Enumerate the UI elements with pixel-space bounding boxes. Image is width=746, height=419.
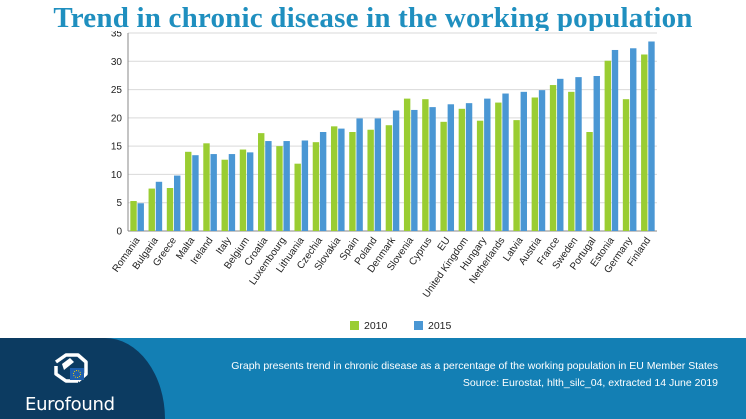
bar-2015-united-kingdom [465,103,473,231]
bar-2010-romania [130,201,137,231]
eurofound-logo-icon [54,353,88,383]
bar-2010-greece [166,188,174,231]
bar-2015-finland [648,41,655,231]
bar-2010-hungary [476,120,484,231]
y-tick-label: 30 [111,57,123,68]
bar-2010-austria [531,97,539,232]
bar-2015-slovenia [411,109,418,231]
bar-2015-malta [192,155,199,231]
bar-2015-sweden [575,77,582,231]
legend-label-2015: 2015 [428,320,452,332]
bar-2015-romania [137,203,144,231]
bar-2010-united-kingdom [458,108,466,231]
legend-swatch-2015 [414,321,423,330]
bar-2010-sweden [568,91,575,231]
y-tick-label: 5 [116,198,122,209]
bar-2010-cyprus [422,99,429,231]
bar-2015-belgium [246,152,254,231]
y-tick-label: 20 [111,113,123,124]
bar-2015-cyprus [429,107,436,231]
bar-2015-lithuania [301,140,309,231]
bar-2015-portugal [593,75,600,231]
bar-2010-lithuania [294,163,301,231]
bar-2015-czechia [319,132,327,231]
bar-2010-latvia [513,120,520,231]
logo-wordmark: Eurofound [25,394,115,415]
y-tick-label: 25 [111,85,123,96]
bar-2015-greece [174,175,181,231]
bar-2010-malta [185,151,192,231]
y-tick-label: 35 [111,31,123,40]
bar-2015-france [557,78,564,231]
bar-2010-bulgaria [148,188,155,231]
bar-2015-netherlands [502,93,509,231]
bar-2015-estonia [611,49,619,231]
bar-2015-germany [630,48,637,231]
y-tick-label: 10 [111,170,123,181]
bar-2010-slovenia [403,98,411,231]
bar-2010-netherlands [495,102,502,231]
bar-2015-slovakia [338,128,345,231]
bar-2010-eu [440,121,447,231]
bar-2015-italy [228,154,236,231]
footer: Eurofound Graph presents trend in chroni… [0,338,746,419]
y-tick-label: 15 [111,142,123,153]
bar-2015-ireland [210,154,217,231]
bar-2015-spain [356,118,363,231]
bar-2010-estonia [604,60,611,231]
bar-2010-belgium [239,149,247,231]
bar-2010-spain [349,132,356,231]
bar-2015-latvia [520,91,527,231]
footer-logo-panel: Eurofound [0,338,165,419]
bar-2015-eu [447,104,455,231]
bar-2010-germany [622,99,630,231]
bar-2015-bulgaria [155,181,163,231]
slide-title: Trend in chronic disease in the working … [53,2,693,34]
bar-chart: 05101520253035RomaniaBulgariaGreeceMalta… [111,31,657,332]
bar-2015-austria [538,90,546,231]
bar-2010-italy [221,159,228,231]
bar-2010-denmark [385,125,393,231]
bar-2010-luxembourg [276,146,283,231]
legend-swatch-2010 [350,321,359,330]
x-tick-label: EU [436,235,453,253]
y-tick-label: 0 [116,227,122,238]
bar-2010-slovakia [330,126,338,231]
bar-2010-finland [641,54,648,231]
bar-2010-croatia [258,133,265,231]
bar-2015-hungary [484,98,491,231]
chart-panel: 0 5 10 15 20 25 30 35 Romania Bulgaria Greece Malta… [95,31,660,336]
bar-2010-poland [367,129,374,231]
bar-2015-croatia [265,141,272,231]
bar-2015-denmark [392,110,400,231]
bar-2010-czechia [312,142,320,231]
footer-caption: Graph presents trend in chronic disease … [231,360,718,372]
bar-2015-luxembourg [283,141,290,231]
legend-label-2010: 2010 [364,320,388,332]
bar-2010-france [549,85,557,231]
bar-2015-poland [374,118,382,231]
bar-2010-ireland [203,143,210,231]
bar-2010-portugal [586,132,593,231]
footer-source: Source: Eurostat, hlth_silc_04, extracte… [462,377,718,389]
